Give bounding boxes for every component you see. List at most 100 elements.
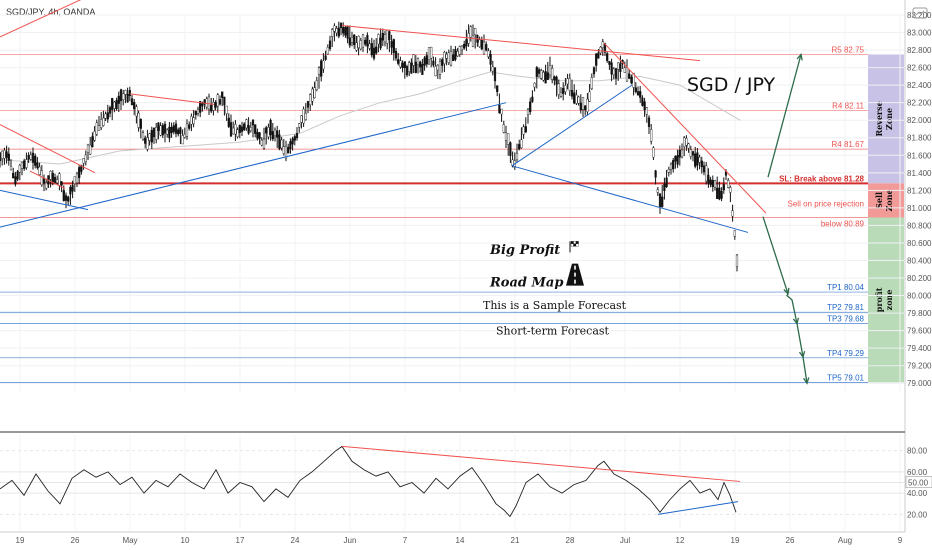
price-candle xyxy=(694,153,697,167)
price-candle xyxy=(383,34,387,43)
zone-label: Reverse xyxy=(874,101,884,136)
osc-marker-label: 50.00 xyxy=(908,479,929,488)
trendline-red xyxy=(0,0,82,38)
road-map-text: Road Map xyxy=(489,275,563,290)
price-candle xyxy=(630,76,633,84)
price-candle xyxy=(680,149,684,158)
price-candle xyxy=(320,60,323,77)
price-candle xyxy=(25,159,28,168)
price-candle xyxy=(667,169,670,173)
trendline-blue xyxy=(511,165,749,233)
price-candle xyxy=(469,26,472,38)
price-tick-label: 79.200 xyxy=(907,362,932,371)
price-candle xyxy=(379,37,382,49)
price-candle xyxy=(168,126,171,139)
level-label: TP1 80.04 xyxy=(827,283,864,292)
price-candle xyxy=(456,51,459,57)
price-candle xyxy=(436,64,439,71)
price-tick-label: 79.400 xyxy=(907,344,932,353)
price-candle xyxy=(58,173,61,186)
oscillator-axis: 80.00 60.00 40.00 20.00 50.00 xyxy=(905,447,932,519)
price-candle xyxy=(731,210,734,217)
price-candle xyxy=(482,41,486,55)
price-candle xyxy=(267,127,270,138)
price-candle xyxy=(509,142,512,156)
price-candle xyxy=(117,95,120,104)
price-candle xyxy=(0,152,2,162)
price-candle xyxy=(3,150,6,159)
price-candle xyxy=(507,133,510,145)
price-candle xyxy=(31,152,35,163)
price-candle xyxy=(634,87,637,93)
price-candle xyxy=(304,113,307,120)
price-candle xyxy=(632,72,635,88)
price-candle xyxy=(628,73,631,79)
price-candle xyxy=(163,123,167,134)
price-candle xyxy=(471,35,475,47)
price-candle xyxy=(243,123,246,131)
price-candle xyxy=(260,140,263,146)
time-tick-label: 14 xyxy=(456,536,465,545)
price-candle xyxy=(298,123,301,128)
price-candle xyxy=(421,63,424,75)
price-candle xyxy=(95,122,98,135)
time-tick-label: 12 xyxy=(676,536,685,545)
time-tick-label: 10 xyxy=(181,536,190,545)
time-tick-label: 17 xyxy=(236,536,245,545)
price-levels: R5 82.75 R4 82.11 R4 81.67 SL: Break above … xyxy=(0,45,868,383)
price-tick-label: 81.600 xyxy=(907,151,932,160)
price-candle xyxy=(133,102,136,110)
price-candle xyxy=(256,131,259,139)
price-candle xyxy=(273,129,277,136)
price-candle xyxy=(570,90,574,97)
time-axis: 19 26 May 10 17 24 Jun 7 14 21 28 Jul 12 19 26 Aug 9 xyxy=(0,531,905,545)
price-tick-label: 79.800 xyxy=(907,309,932,318)
price-candle xyxy=(454,49,457,60)
price-candle xyxy=(531,96,534,102)
price-candle xyxy=(390,41,393,48)
trendline-blue xyxy=(511,84,633,167)
price-candle xyxy=(128,90,131,97)
level-label: SL: Break above 81.28 xyxy=(779,174,864,183)
sample-forecast-text: This is a Sample Forecast xyxy=(483,299,627,312)
price-candle xyxy=(122,93,125,101)
down-arrow xyxy=(802,356,808,384)
price-candle xyxy=(661,196,664,207)
price-tick-label: 79.600 xyxy=(907,327,932,336)
price-candle xyxy=(535,67,538,77)
price-candle xyxy=(313,87,316,99)
price-candle xyxy=(141,132,145,140)
price-candle xyxy=(295,133,299,139)
price-candle xyxy=(14,176,17,185)
price-candle xyxy=(232,127,235,135)
time-tick-label: 28 xyxy=(566,536,575,545)
price-candle xyxy=(93,131,96,141)
time-tick-label: 21 xyxy=(511,536,520,545)
zone-label: Zone xyxy=(884,108,894,130)
price-candle xyxy=(735,254,739,267)
price-candle xyxy=(190,116,193,125)
price-candle xyxy=(20,161,24,169)
time-tick-label: 24 xyxy=(291,536,300,545)
zone-bar xyxy=(868,183,904,218)
trendline-red xyxy=(603,42,767,214)
price-tick-label: 80.000 xyxy=(907,292,932,301)
price-candle xyxy=(366,35,369,47)
trendline-red xyxy=(129,93,215,105)
price-candle xyxy=(223,96,226,106)
price-candle xyxy=(397,59,400,64)
price-candle xyxy=(458,46,461,55)
price-candle xyxy=(221,91,224,98)
trendlines xyxy=(0,0,767,233)
price-candle xyxy=(346,26,349,39)
price-candle xyxy=(522,126,525,135)
price-candle xyxy=(685,138,688,146)
oscillator-pane xyxy=(0,445,905,518)
price-candle xyxy=(533,82,536,88)
price-candle xyxy=(331,29,334,37)
price-candle xyxy=(713,180,717,188)
price-candle xyxy=(350,37,354,43)
price-candle xyxy=(698,157,701,163)
price-candle xyxy=(650,129,653,142)
